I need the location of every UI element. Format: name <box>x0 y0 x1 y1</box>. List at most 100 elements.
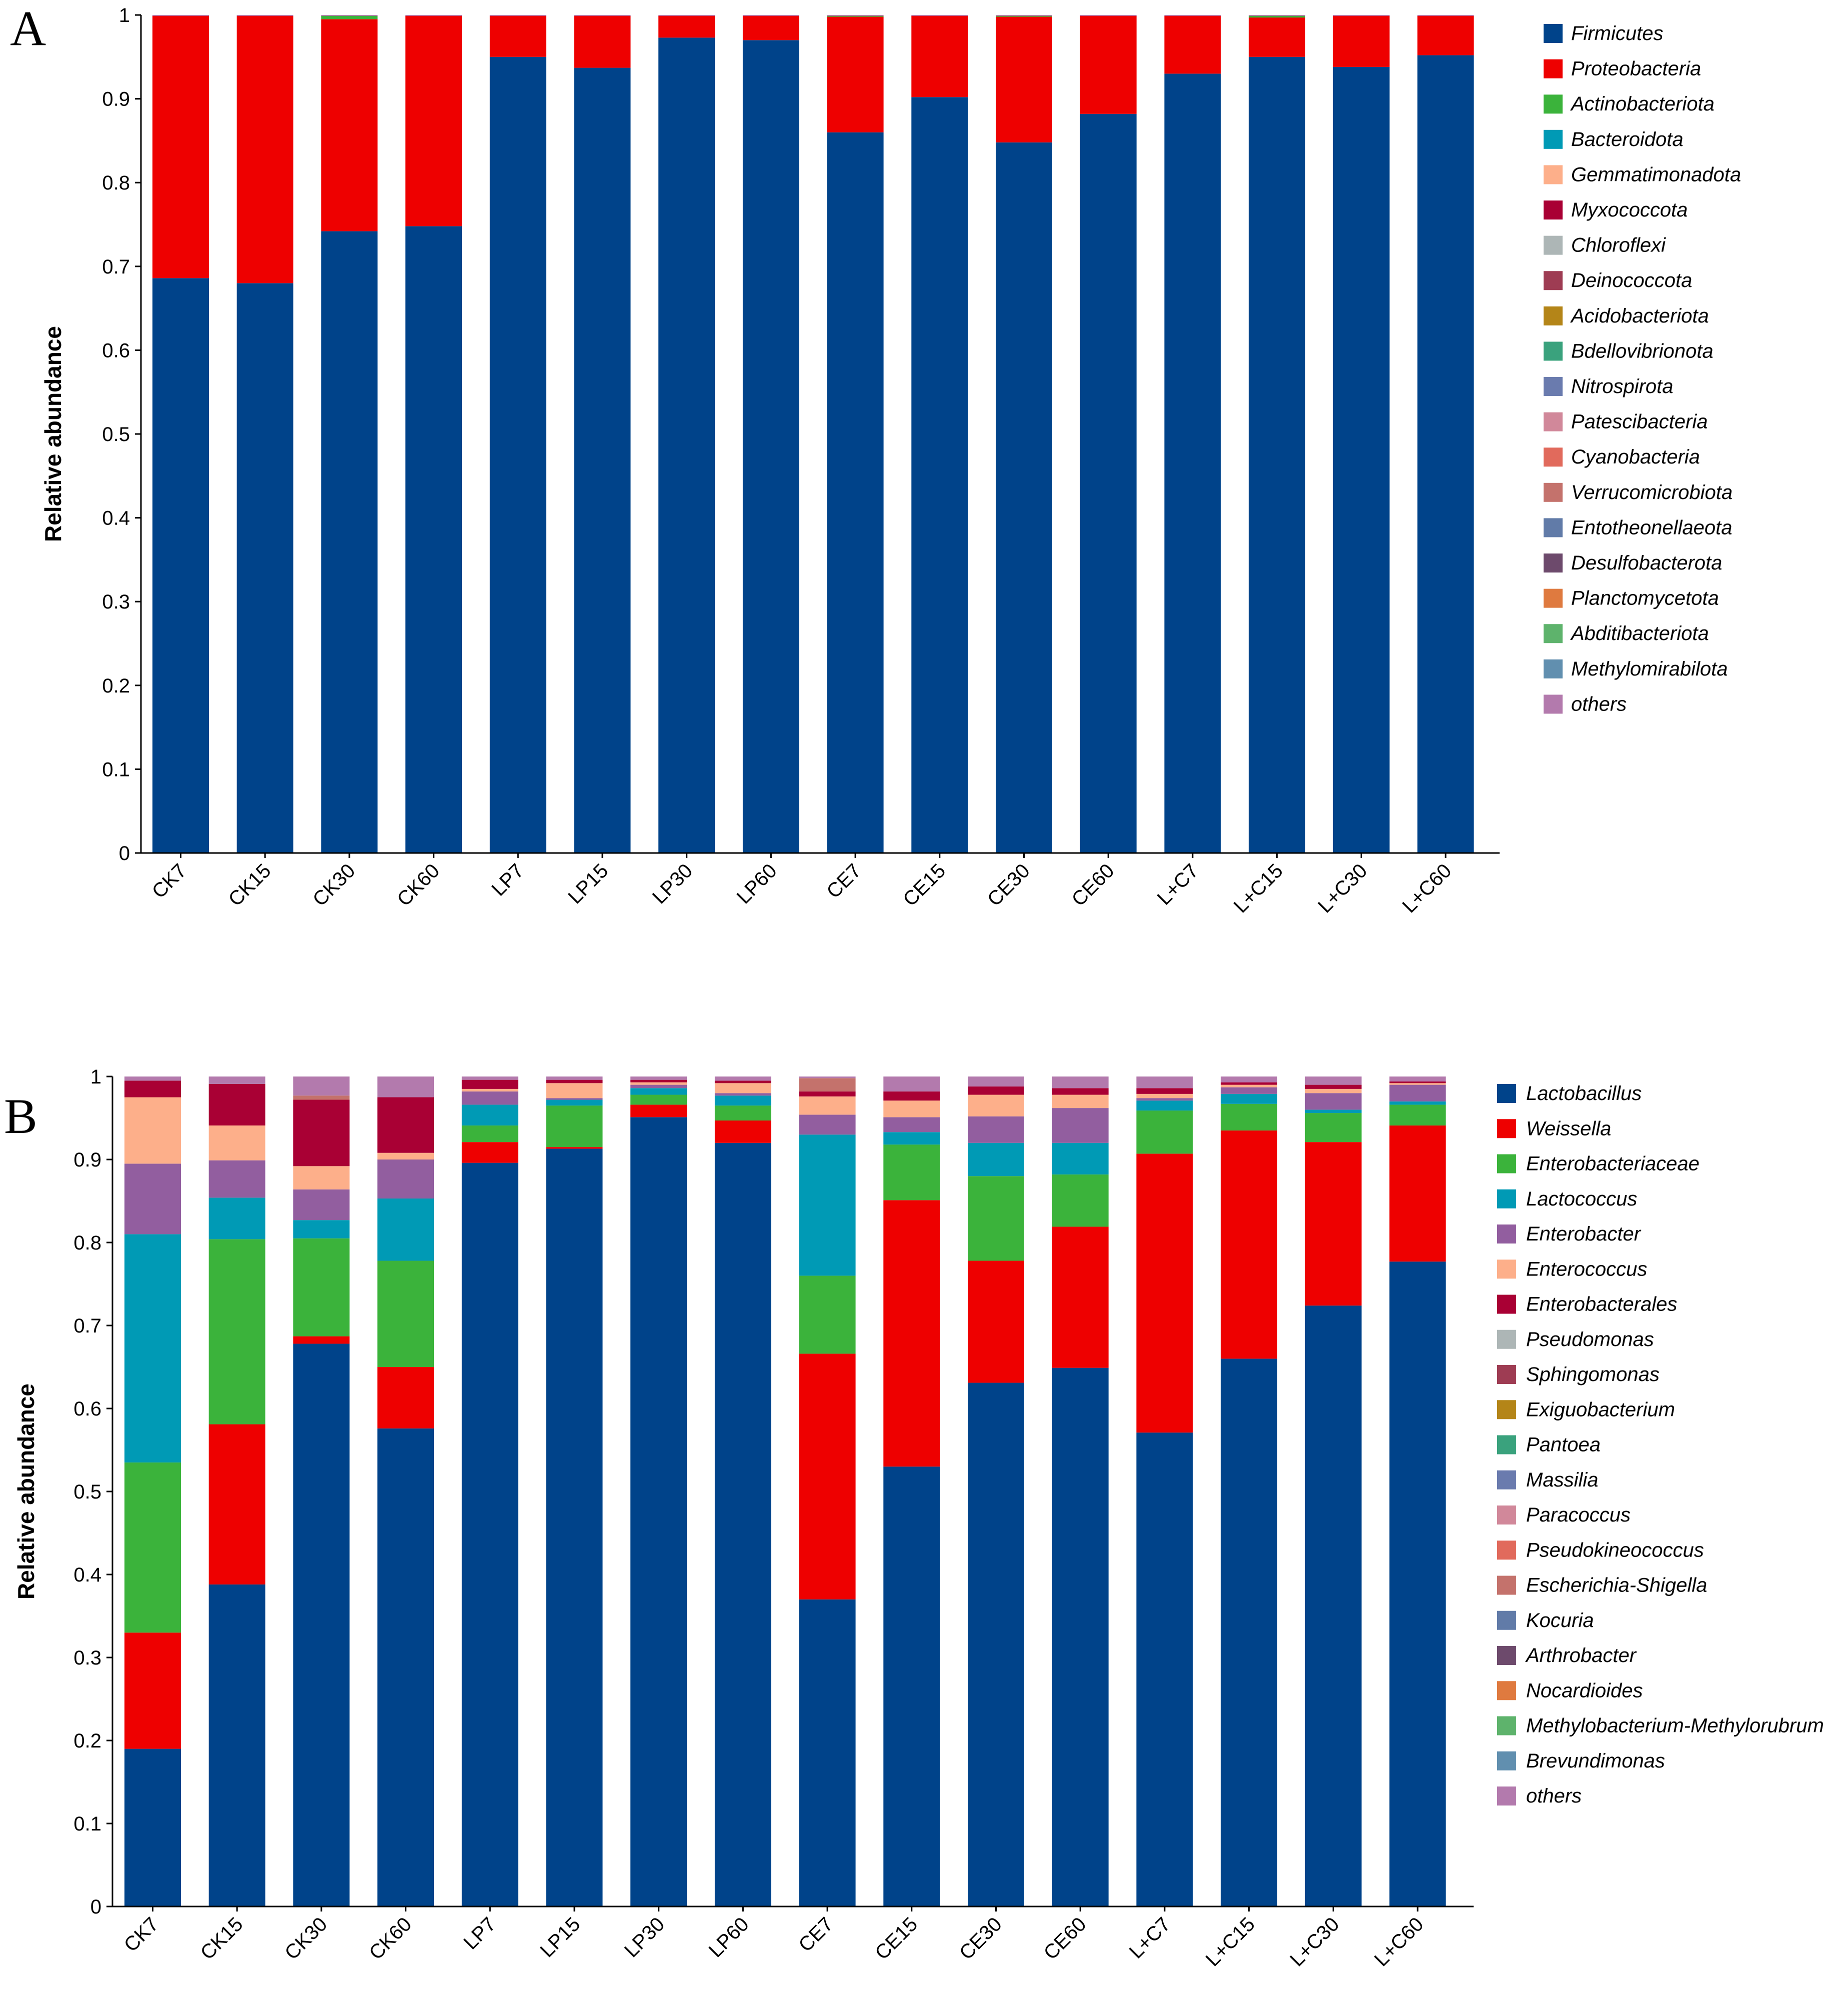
panel-b-bar-LP7-Enterobacter <box>461 1091 518 1105</box>
panel-a-bar-CK30-others <box>321 15 378 16</box>
panel-a-x-tick-label: LP15 <box>564 860 612 908</box>
panel-b-bar-L+C30-Enterococcus <box>1305 1088 1362 1094</box>
panel-b-bar-L+C60-Enterococcus <box>1389 1083 1446 1085</box>
panel-a-bar-LP15-Firmicutes <box>574 68 631 854</box>
panel-a-legend-swatch <box>1544 482 1563 502</box>
panel-a-bar-CE7-Actinobacteriota <box>827 16 884 17</box>
panel-a-x-tick-label: LP60 <box>733 860 781 908</box>
panel-b-bar-CK7-Lactobacillus <box>124 1748 181 1906</box>
panel-b-x-tick-label: LP7 <box>459 1913 500 1954</box>
panel-b-bar-L+C30-Enterobacteriaceae <box>1305 1113 1362 1142</box>
panel-b-legend-label: Kocuria <box>1526 1610 1594 1632</box>
panel-b-bar-CK30-others <box>293 1076 350 1096</box>
panel-b-bar-LP30-Enterobacter <box>630 1084 687 1088</box>
panel-a-bar-L+C30-Firmicutes <box>1333 66 1390 853</box>
panel-b-bar-CK30-Enterobacterales <box>293 1100 350 1166</box>
panel-a-legend-label: Myxococcota <box>1571 199 1688 221</box>
panel-a-legend-swatch <box>1544 24 1563 43</box>
panel-b-y-tick-label: 0.9 <box>73 1149 101 1171</box>
panel-b-legend-label: Pseudomonas <box>1526 1328 1654 1350</box>
panel-b-bar-L+C7-Enterobacter <box>1136 1098 1193 1101</box>
panel-b-x-tick-label: CE30 <box>955 1913 1006 1964</box>
panel-b-bar-CE60-Lactobacillus <box>1052 1368 1109 1906</box>
panel-b-bar-LP30-Lactobacillus <box>630 1117 687 1906</box>
panel-a-legend-label: Cyanobacteria <box>1571 446 1700 468</box>
panel-a-bar-L+C30-Proteobacteria <box>1333 16 1390 67</box>
panel-b-bar-L+C60-Lactococcus <box>1389 1101 1446 1105</box>
panel-b-legend-swatch <box>1497 1786 1516 1806</box>
panel-b-bar-CK15-Weissella <box>208 1424 265 1584</box>
panel-a-legend-label: Gemmatimonadota <box>1571 164 1741 186</box>
panel-b-bar-CE60-Lactococcus <box>1052 1142 1109 1174</box>
panel-a-bar-L+C7-others <box>1164 15 1221 16</box>
panel-b-legend-label: Sphingomonas <box>1526 1364 1660 1386</box>
panel-b-bar-LP7-Weissella <box>461 1142 518 1163</box>
panel-a-bar-LP30-Proteobacteria <box>658 16 715 38</box>
panel-b-bar-CE15-others <box>883 1076 940 1092</box>
panel-b-legend-swatch <box>1497 1119 1516 1138</box>
panel-b-bar-CE60-Enterobacterales <box>1052 1088 1109 1095</box>
panel-b-x-tick-label: CK60 <box>365 1913 416 1964</box>
panel-b-legend-swatch <box>1497 1610 1516 1630</box>
panel-b-bar-CE30-Enterobacterales <box>968 1086 1024 1095</box>
panel-a-bar-L+C60-others <box>1417 15 1474 16</box>
panel-a-bar-L+C15-Actinobacteriota <box>1249 16 1306 18</box>
panel-a-bar-CE15-Firmicutes <box>911 97 968 853</box>
panel-a-legend-swatch <box>1544 200 1563 220</box>
panel-a-x-tick-label: CE60 <box>1068 860 1119 910</box>
panel-b-y-tick-label: 0.1 <box>73 1813 101 1835</box>
panel-a-legend-label: Patescibacteria <box>1571 411 1708 433</box>
panel-b-bar-CK15-Enterobacter <box>208 1160 265 1198</box>
panel-b-bar-CE60-Enterobacteriaceae <box>1052 1174 1109 1227</box>
panel-a-bar-LP7-Firmicutes <box>489 56 546 853</box>
panel-a-x-tick-label: L+C7 <box>1153 860 1203 910</box>
panel-b-legend-swatch <box>1497 1224 1516 1244</box>
panel-b-bar-CK7-Enterobacter <box>124 1164 181 1234</box>
panel-a-legend-label: Actinobacteriota <box>1570 93 1715 115</box>
panel-b-legend-label: Enterobacteriaceae <box>1526 1153 1700 1175</box>
panel-b-bar-L+C15-Enterococcus <box>1221 1084 1278 1088</box>
panel-b-legend-label: Pantoea <box>1526 1434 1601 1456</box>
panel-a-bar-CE30-Actinobacteriota <box>996 16 1052 17</box>
panel-a-bar-CE60-Firmicutes <box>1080 114 1137 853</box>
panel-b-legend-swatch <box>1497 1540 1516 1560</box>
panel-b-bar-CK60-Enterobacteriaceae <box>377 1260 434 1367</box>
panel-a-bar-CE30-Firmicutes <box>996 142 1052 853</box>
panel-b-bar-LP7-Enterobacterales <box>461 1080 518 1089</box>
panel-a-bar-CE30-Proteobacteria <box>996 16 1052 142</box>
panel-a-bar-L+C30-others <box>1333 15 1390 16</box>
panel-b-bar-CK30-Lactococcus <box>293 1220 350 1238</box>
panel-b-bar-CK7-others <box>124 1076 181 1081</box>
panel-a-bar-CK30-Firmicutes <box>321 231 378 853</box>
panel-b-bar-CE15-Enterococcus <box>883 1100 940 1118</box>
panel-b-bar-CK7-Enterobacteriaceae <box>124 1462 181 1633</box>
panel-b-bar-L+C30-others <box>1305 1076 1362 1085</box>
panel-a-bar-CE30-others <box>996 15 1052 16</box>
panel-b-legend-label: Massilia <box>1526 1469 1598 1491</box>
panel-a-legend-label: Entotheonellaeota <box>1571 516 1733 538</box>
panel-b-legend-label: others <box>1526 1785 1582 1807</box>
panel-a-legend-swatch <box>1544 236 1563 255</box>
panel-b-bar-CK60-Lactobacillus <box>377 1428 434 1906</box>
panel-a-bar-CK30-Proteobacteria <box>321 19 378 232</box>
panel-b-bar-L+C7-Enterobacteriaceae <box>1136 1110 1193 1154</box>
panel-b-bar-LP30-Weissella <box>630 1104 687 1118</box>
panel-b-bar-LP15-Enterobacter <box>546 1098 603 1100</box>
panel-b-bar-LP30-Lactococcus <box>630 1088 687 1095</box>
panel-b-x-tick-label: LP60 <box>705 1913 753 1962</box>
panel-b-bar-CK30-Weissella <box>293 1336 350 1344</box>
panel-a-legend-label: Acidobacteriota <box>1570 305 1709 327</box>
panel-b-bar-L+C30-Enterobacterales <box>1305 1084 1362 1089</box>
panel-b-legend-label: Enterobacterales <box>1526 1294 1677 1316</box>
panel-a-bar-CK15-Firmicutes <box>236 283 293 853</box>
panel-b-x-tick-label: L+C15 <box>1202 1913 1259 1970</box>
panel-b-bar-LP60-Enterococcus <box>714 1083 771 1094</box>
panel-a-x-tick-label: CK60 <box>393 860 444 910</box>
panel-a-y-tick-label: 0.3 <box>102 591 130 613</box>
panel-a-legend-swatch <box>1544 271 1563 290</box>
panel-b-legend-swatch <box>1497 1751 1516 1770</box>
panel-a-legend-label: others <box>1571 693 1627 715</box>
panel-b-bar-LP30-Enterobacterales <box>630 1080 687 1082</box>
panel-a-bar-L+C15-Firmicutes <box>1249 56 1306 853</box>
panel-b-y-tick-label: 0.2 <box>73 1730 101 1752</box>
